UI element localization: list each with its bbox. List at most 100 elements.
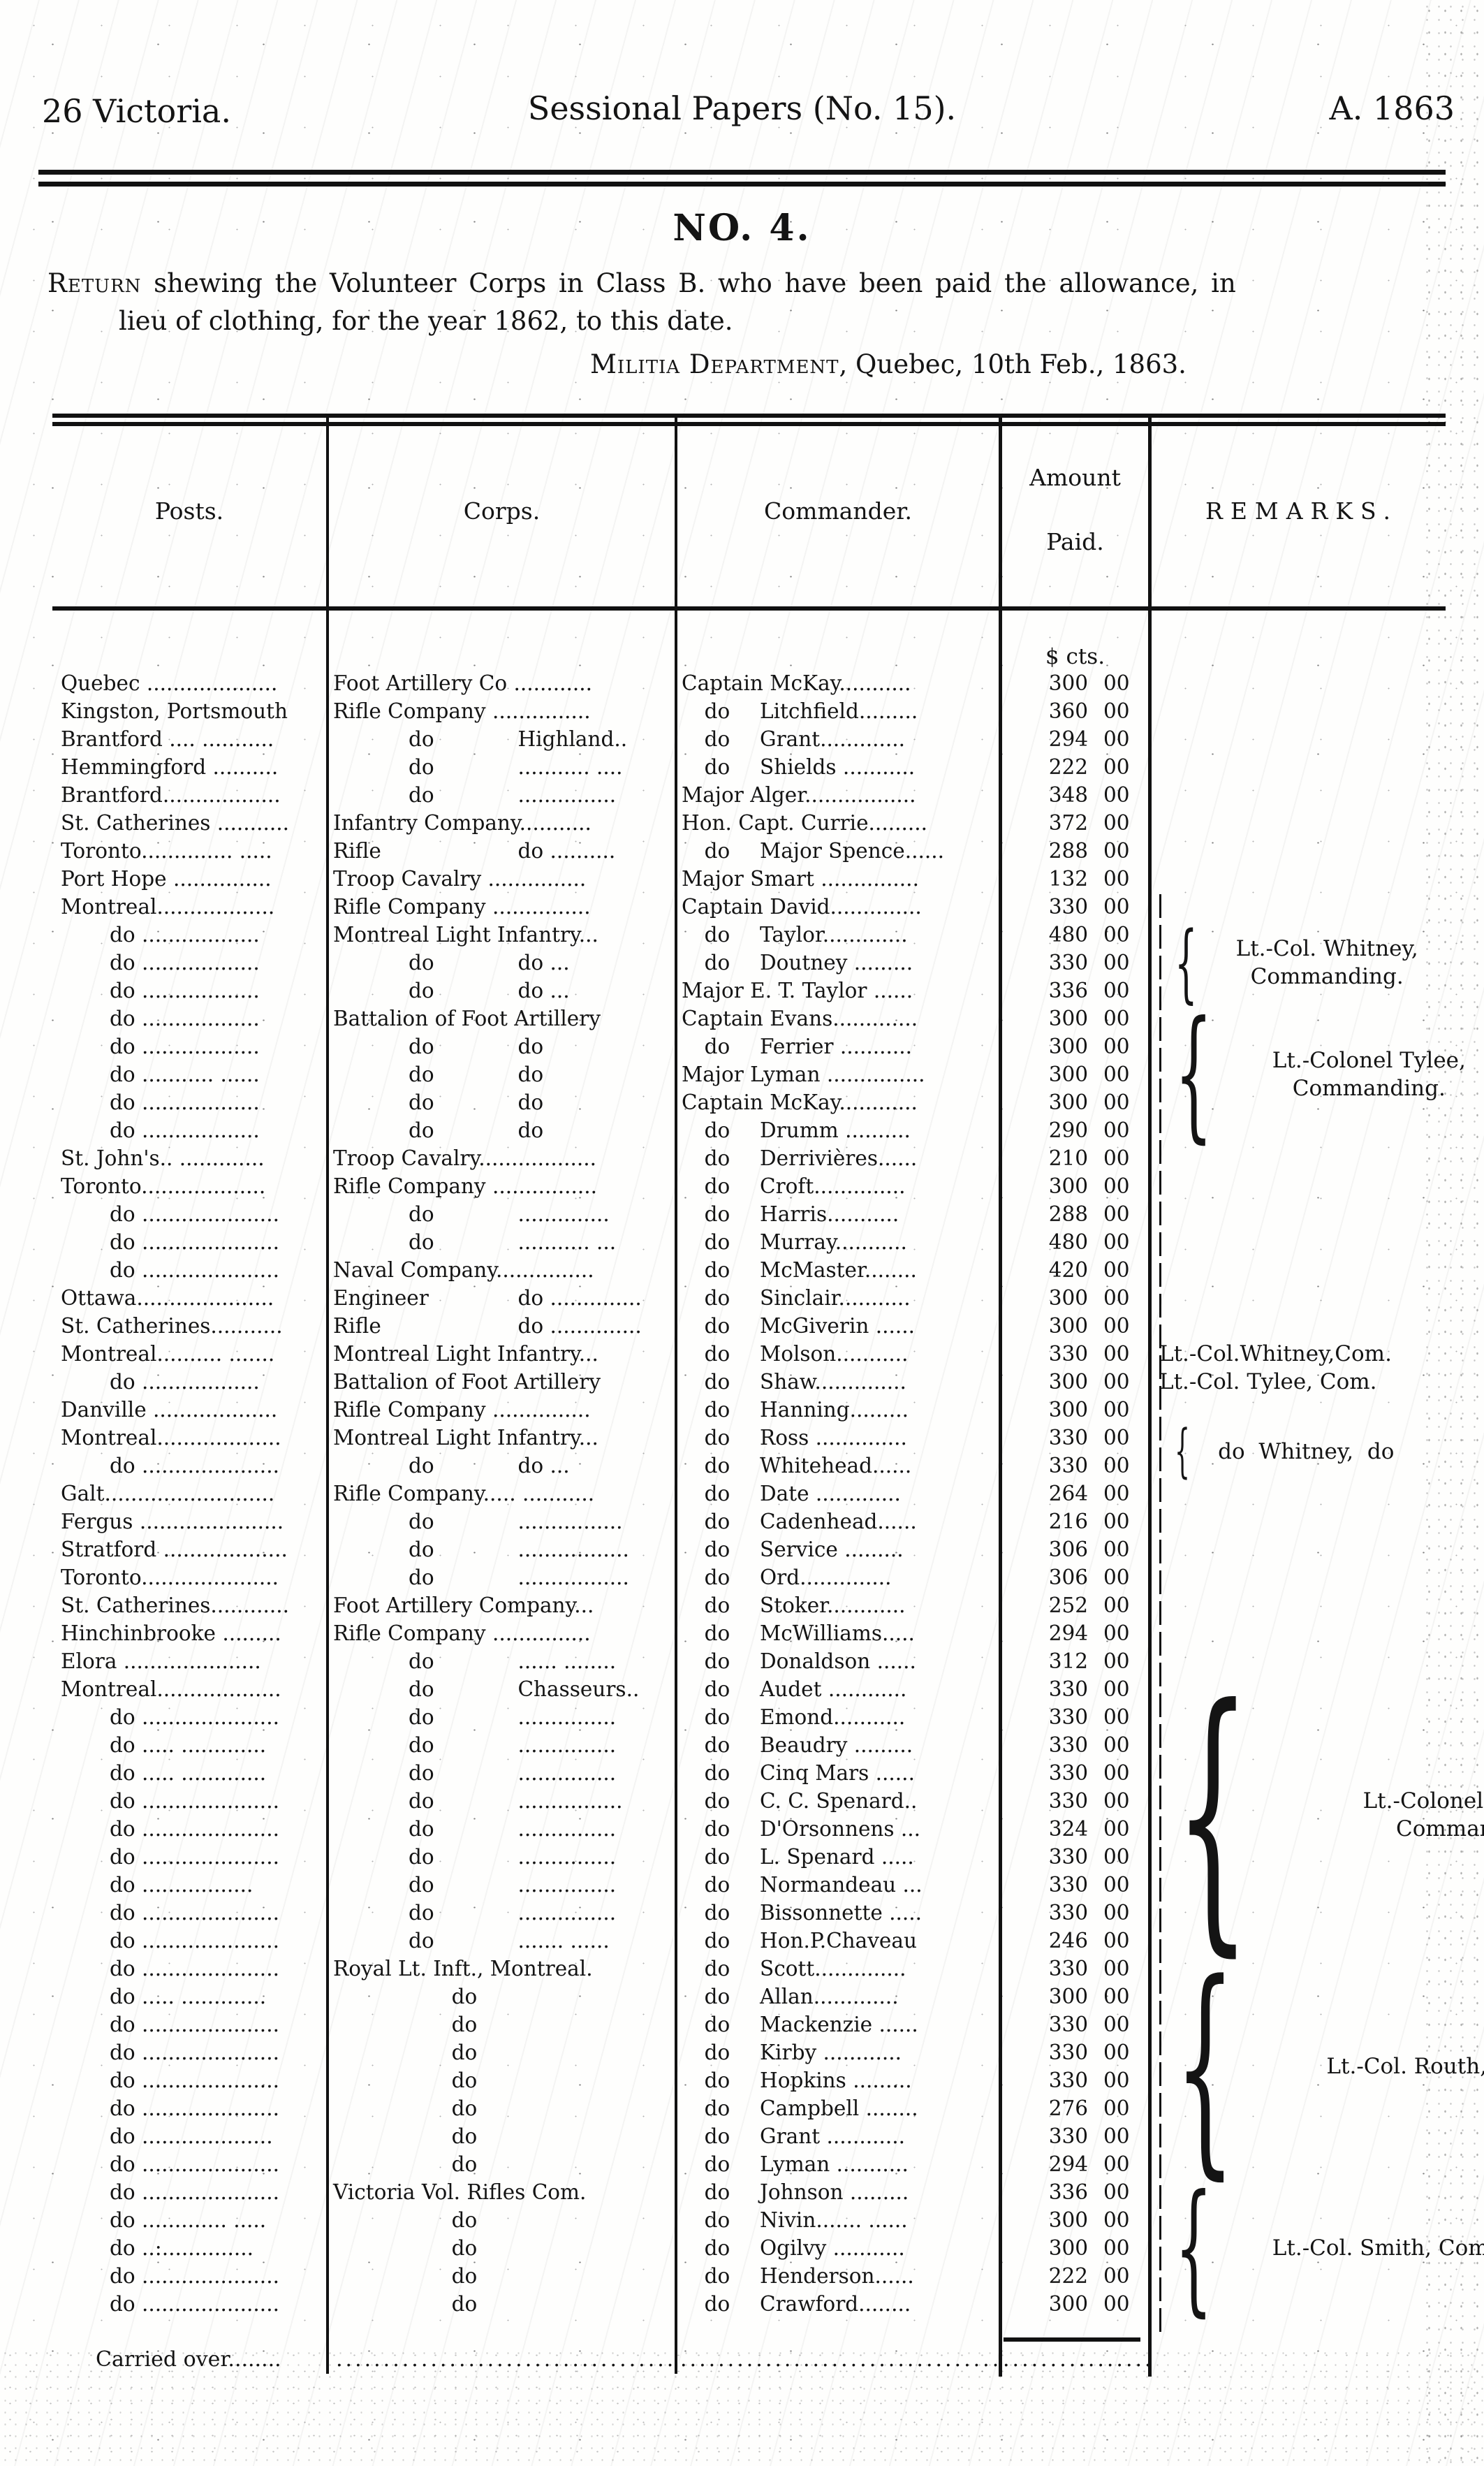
corps-cell: do........... .... <box>409 755 623 779</box>
post-cell: do ..................... <box>110 2069 279 2092</box>
corps-cell: do <box>451 2069 478 2092</box>
commander-cell: do Crawford........ <box>704 2292 911 2316</box>
amount-cell: 306 00 <box>1048 1566 1130 1589</box>
post-cell: Port Hope ............... <box>61 867 272 891</box>
amount-cell: 294 00 <box>1048 727 1130 751</box>
amount-cell: 372 00 <box>1048 811 1130 835</box>
commander-cell: Captain David.............. <box>682 895 922 919</box>
commander-cell: Captain McKay............ <box>682 1090 918 1114</box>
corps-cell: Engineer do .............. <box>333 1286 642 1310</box>
post-cell: Hemmingford .......... <box>61 755 279 779</box>
amount-unit-label: $ cts. <box>1045 644 1105 669</box>
table-row: Elora ..................... do...... ....… <box>52 1647 1446 1675</box>
corps-cell: do............... <box>409 1705 617 1729</box>
table-row: Hemmingford .......... do........... ....… <box>52 753 1446 781</box>
commander-cell: do Nivin....... ...... <box>704 2208 908 2232</box>
post-cell: Toronto................... <box>61 1174 266 1198</box>
post-cell: do .................. <box>110 979 260 1002</box>
commander-cell: do D'Orsonnens ... <box>704 1817 921 1841</box>
post-cell: do ........... ...... <box>110 1063 260 1086</box>
amount-cell: 330 00 <box>1048 1733 1130 1757</box>
post-cell: St. Catherines............ <box>61 1593 289 1617</box>
commander-cell: do Lyman ........... <box>704 2152 909 2176</box>
amount-cell: 300 00 <box>1048 671 1130 695</box>
corps-cell: do............... <box>409 1733 617 1757</box>
commander-cell: do Shields ........... <box>704 755 916 779</box>
table-rows: Quebec .................... Foot Artiller… <box>52 669 1446 2318</box>
commander-cell: do McGiverin ...... <box>704 1314 916 1338</box>
corps-cell: do do ... <box>409 1454 570 1478</box>
amount-cell: 312 00 <box>1048 1649 1130 1673</box>
table-row: do .................. do do ... Major E. T.… <box>52 977 1446 1005</box>
corps-cell: do............... <box>409 1761 617 1785</box>
corps-cell: Rifle Company ............... <box>333 699 591 723</box>
corps-cell: do <box>451 2013 478 2036</box>
head-rule-top <box>38 170 1446 175</box>
amount-cell: 330 00 <box>1048 1761 1130 1785</box>
table-header-rule <box>52 606 1446 611</box>
commander-cell: Major Smart ............... <box>682 867 919 891</box>
corps-cell: do do <box>409 1090 544 1114</box>
amount-cell: 264 00 <box>1048 1482 1130 1505</box>
post-cell: do ..... ............. <box>110 1733 267 1757</box>
table-row: do ..................... do..............… <box>52 1815 1446 1843</box>
amount-cell: 210 00 <box>1048 1146 1130 1170</box>
corps-cell: do <box>451 2292 478 2316</box>
corps-cell: do............... <box>409 783 617 807</box>
commander-cell: do Cadenhead...... <box>704 1510 917 1533</box>
post-cell: Fergus ...................... <box>61 1510 284 1533</box>
post-cell: St. Catherines ........... <box>61 811 289 835</box>
amount-cell: 330 00 <box>1048 1957 1130 1980</box>
amount-cell: 360 00 <box>1048 699 1130 723</box>
post-cell: do ..... ............. <box>110 1985 267 2008</box>
corps-cell: Montreal Light Infantry... <box>333 923 598 947</box>
post-cell: Ottawa..................... <box>61 1286 274 1310</box>
post-cell: do ..................... <box>110 1845 279 1869</box>
post-cell: Kingston, Portsmouth <box>61 699 288 723</box>
commander-cell: do Hanning......... <box>704 1398 909 1422</box>
table-row: do ..................... Royal Lt. Inft.,… <box>52 1955 1446 1983</box>
post-cell: Brantford.................. <box>61 783 281 807</box>
post-cell: Montreal................... <box>61 1426 281 1450</box>
corps-cell: do Chasseurs.. <box>409 1677 640 1701</box>
commander-cell: Hon. Capt. Currie......... <box>682 811 927 835</box>
post-cell: Toronto..................... <box>61 1566 279 1589</box>
col-sep-remarks-inner <box>1159 894 1161 2333</box>
scan-noise-right <box>1421 0 1484 2466</box>
commander-cell: do Donaldson ...... <box>704 1649 916 1673</box>
col-header-amount-1: Amount <box>1029 464 1121 491</box>
post-cell: do .................. <box>110 1007 260 1030</box>
amount-cell: 480 00 <box>1048 923 1130 947</box>
commander-cell: do Cinq Mars ...... <box>704 1761 915 1785</box>
post-cell: do .................. <box>110 951 260 975</box>
commander-cell: do Hopkins ......... <box>704 2069 912 2092</box>
table-row: do ........... ...... do do Major Lyman ...… <box>52 1060 1446 1088</box>
commander-cell: do Ord.............. <box>704 1566 892 1589</box>
corps-cell: do................. <box>409 1538 629 1561</box>
carried-over-commander-fill: ........................................… <box>675 2344 999 2375</box>
commander-cell: do Ogilvy ........... <box>704 2236 905 2260</box>
table-row: do ..................... do do Henderson...… <box>52 2262 1446 2290</box>
post-cell: do ..................... <box>110 2152 279 2176</box>
col-header-remarks: REMARKS. <box>1205 497 1398 525</box>
amount-cell: 246 00 <box>1048 1929 1130 1953</box>
amount-cell: 330 00 <box>1048 1426 1130 1450</box>
commander-cell: do Johnson ......... <box>704 2180 909 2204</box>
commander-cell: Major Lyman ............... <box>682 1063 925 1086</box>
commander-cell: do Henderson...... <box>704 2264 914 2288</box>
corps-cell: do <box>451 1985 478 2008</box>
corps-cell: do........... ... <box>409 1230 617 1254</box>
corps-cell: do <box>451 2264 478 2288</box>
amount-cell: 300 00 <box>1048 1174 1130 1198</box>
table-row: do ..................... do..............… <box>52 1200 1446 1228</box>
amount-cell: 336 00 <box>1048 979 1130 1002</box>
post-cell: do ..................... <box>110 1230 279 1254</box>
intro-rest: shewing the Volunteer Corps in Class B. … <box>141 268 1236 298</box>
corps-cell: Montreal Light Infantry... <box>333 1426 598 1450</box>
amount-cell: 330 00 <box>1048 1901 1130 1925</box>
commander-cell: do Ferrier ........... <box>704 1035 913 1058</box>
carried-over-label: Carried over........ <box>52 2344 326 2375</box>
corps-cell: do <box>451 2124 478 2148</box>
post-cell: do ..................... <box>110 1202 279 1226</box>
carried-over-row: Carried over........ ...................… <box>52 2344 1446 2375</box>
